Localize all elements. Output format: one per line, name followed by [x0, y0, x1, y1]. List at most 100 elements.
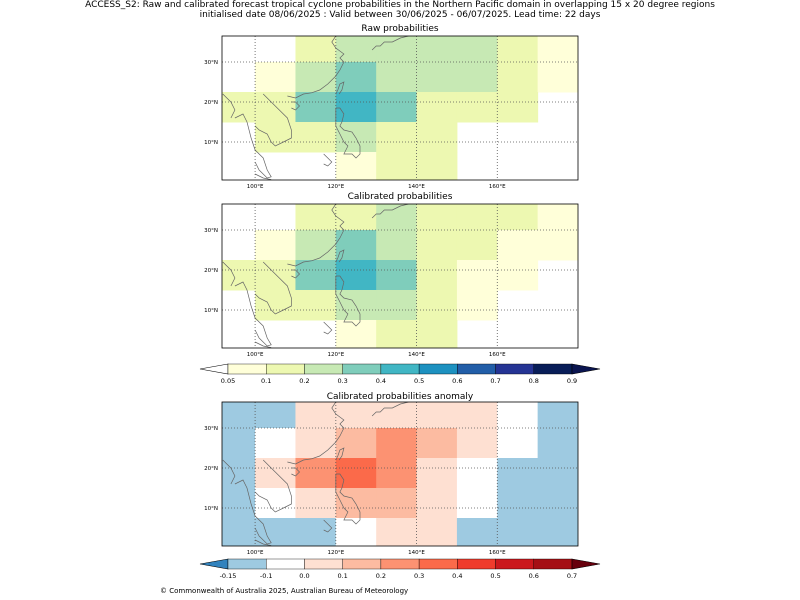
probability-cell: [537, 402, 578, 429]
lon-tick-label: 160°E: [489, 352, 506, 358]
lat-tick-label: 10°N: [204, 308, 218, 314]
probability-cell: [295, 62, 337, 93]
probability-cell: [537, 488, 578, 519]
colorbar-swatch: [495, 558, 534, 570]
probability-cell: [295, 290, 337, 321]
probability-cell: [376, 458, 418, 489]
probability-cell: [416, 62, 458, 93]
probability-cell: [416, 518, 458, 546]
probability-cell: [537, 230, 578, 261]
colorbar-tick-label: 0.2: [376, 572, 386, 580]
probability-cell: [255, 488, 296, 519]
colorbar-swatch: [304, 558, 343, 570]
probability-cell: [416, 290, 458, 321]
coastline: [287, 204, 345, 267]
probability-cell: [537, 204, 578, 231]
coastline: [234, 113, 272, 179]
probability-cell: [295, 488, 337, 519]
colorbar-swatch: [227, 363, 267, 375]
probability-cell: [255, 290, 296, 321]
coastline: [234, 281, 272, 347]
probability-cell: [537, 36, 578, 63]
probability-cell: [295, 260, 337, 291]
probability-cell: [255, 230, 296, 261]
probability-cell: [416, 428, 458, 459]
probability-cell: [295, 92, 337, 123]
colorbar-tick-label: 0.4: [376, 377, 386, 385]
probability-cell: [335, 260, 377, 291]
probability-cell: [456, 458, 498, 489]
probability-cell: [376, 152, 418, 180]
probability-cell: [456, 260, 498, 291]
probability-cell: [456, 62, 498, 93]
probability-cell: [537, 458, 578, 489]
lon-tick-label: 140°E: [408, 550, 425, 556]
coastline: [254, 93, 292, 147]
probability-cell: [376, 230, 418, 261]
probability-cell: [255, 260, 296, 291]
colorbar-tick-label: 0.8: [529, 377, 539, 385]
map-frame: [221, 203, 579, 349]
probability-cell: [416, 122, 458, 153]
lon-tick-label: 100°E: [247, 352, 264, 358]
probability-cell: [456, 488, 498, 519]
colorbar-swatch: [418, 558, 458, 570]
colorbar-under-arrow: [199, 363, 229, 375]
colorbar-tick-label: 0.4: [452, 572, 462, 580]
colorbar-tick-label: 0.7: [567, 572, 577, 580]
probability-cell: [335, 36, 377, 63]
figure-title-line1: ACCESS_S2: Raw and calibrated forecast t…: [85, 0, 715, 10]
coastline: [254, 173, 272, 180]
lat-tick-label: 20°N: [204, 268, 218, 274]
probability-cell: [335, 152, 377, 180]
probability-cell: [416, 36, 458, 63]
map-area: [222, 36, 578, 180]
probability-cell: [456, 428, 498, 459]
map-panel-2: 100°E 120°E 140°E 160°E 30°N 20°N 10°N: [204, 203, 579, 358]
colorbar-swatch: [342, 558, 382, 570]
probability-cell: [497, 36, 539, 63]
probability-cell: [537, 518, 578, 546]
coastline: [254, 261, 292, 315]
colorbar-swatch: [266, 558, 305, 570]
lon-tick-label: 120°E: [327, 550, 344, 556]
colorbar-swatch: [304, 363, 343, 375]
probability-cell: [376, 260, 418, 291]
probability-cell: [222, 402, 256, 429]
probability-cell: [497, 230, 539, 261]
probability-cell: [376, 92, 418, 123]
probability-cell: [416, 204, 458, 231]
probability-cell: [295, 230, 337, 261]
probability-colorbar: 0.05 0.1 0.2 0.3 0.4 0.5 0.6 0.7 0.8 0.9: [199, 363, 601, 385]
colorbar-tick-label: 0.6: [529, 572, 539, 580]
map-frame: [221, 401, 579, 547]
coastline: [371, 204, 409, 219]
probability-cell: [497, 62, 539, 93]
colorbar-over-arrow: [571, 558, 601, 570]
map-area: [222, 402, 578, 546]
colorbar-tick-label: 0.5: [414, 377, 424, 385]
probability-cell: [456, 204, 498, 231]
lon-tick-label: 140°E: [408, 352, 425, 358]
map-frame: [221, 35, 579, 181]
copyright-footer: © Commonwealth of Australia 2025, Austra…: [160, 587, 409, 595]
probability-cell: [295, 458, 337, 489]
probability-cell: [222, 260, 256, 291]
probability-cell: [335, 92, 377, 123]
colorbar-tick-label: 0.1: [337, 572, 347, 580]
colorbar-swatch: [227, 558, 267, 570]
probability-cell: [497, 518, 539, 546]
panel-title-calibrated: Calibrated probabilities: [347, 192, 453, 202]
colorbar-swatch: [457, 363, 496, 375]
probability-cell: [255, 92, 296, 123]
probability-cell: [295, 122, 337, 153]
probability-cell: [222, 458, 256, 489]
probability-cell: [335, 290, 377, 321]
colorbar-swatch: [533, 363, 573, 375]
probability-cell: [222, 92, 256, 123]
probability-cell: [376, 122, 418, 153]
probability-cell: [537, 62, 578, 93]
map-panel-3: 100°E 120°E 140°E 160°E 30°N 20°N 10°N: [204, 401, 579, 556]
colorbar-tick-label: 0.9: [567, 377, 577, 385]
